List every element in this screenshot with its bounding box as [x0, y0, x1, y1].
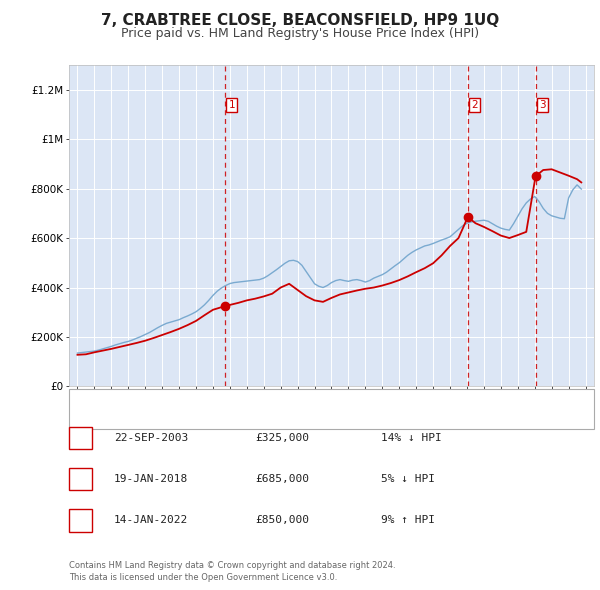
Text: 3: 3 [77, 516, 84, 525]
Text: 7, CRABTREE CLOSE, BEACONSFIELD, HP9 1UQ (detached house): 7, CRABTREE CLOSE, BEACONSFIELD, HP9 1UQ… [105, 395, 424, 405]
Text: 14% ↓ HPI: 14% ↓ HPI [381, 433, 442, 442]
Text: 14-JAN-2022: 14-JAN-2022 [114, 516, 188, 525]
Text: 5% ↓ HPI: 5% ↓ HPI [381, 474, 435, 484]
Text: 19-JAN-2018: 19-JAN-2018 [114, 474, 188, 484]
Text: 22-SEP-2003: 22-SEP-2003 [114, 433, 188, 442]
Text: 2: 2 [77, 474, 84, 484]
Text: 2: 2 [471, 100, 478, 110]
Text: £850,000: £850,000 [255, 516, 309, 525]
Text: This data is licensed under the Open Government Licence v3.0.: This data is licensed under the Open Gov… [69, 572, 337, 582]
Text: 1: 1 [77, 433, 84, 442]
Text: 3: 3 [539, 100, 545, 110]
Text: 7, CRABTREE CLOSE, BEACONSFIELD, HP9 1UQ: 7, CRABTREE CLOSE, BEACONSFIELD, HP9 1UQ [101, 13, 499, 28]
Text: 9% ↑ HPI: 9% ↑ HPI [381, 516, 435, 525]
Text: HPI: Average price, detached house, Buckinghamshire: HPI: Average price, detached house, Buck… [105, 414, 371, 424]
Text: Price paid vs. HM Land Registry's House Price Index (HPI): Price paid vs. HM Land Registry's House … [121, 27, 479, 40]
Text: £685,000: £685,000 [255, 474, 309, 484]
Text: £325,000: £325,000 [255, 433, 309, 442]
Text: Contains HM Land Registry data © Crown copyright and database right 2024.: Contains HM Land Registry data © Crown c… [69, 560, 395, 570]
Text: 1: 1 [229, 100, 235, 110]
